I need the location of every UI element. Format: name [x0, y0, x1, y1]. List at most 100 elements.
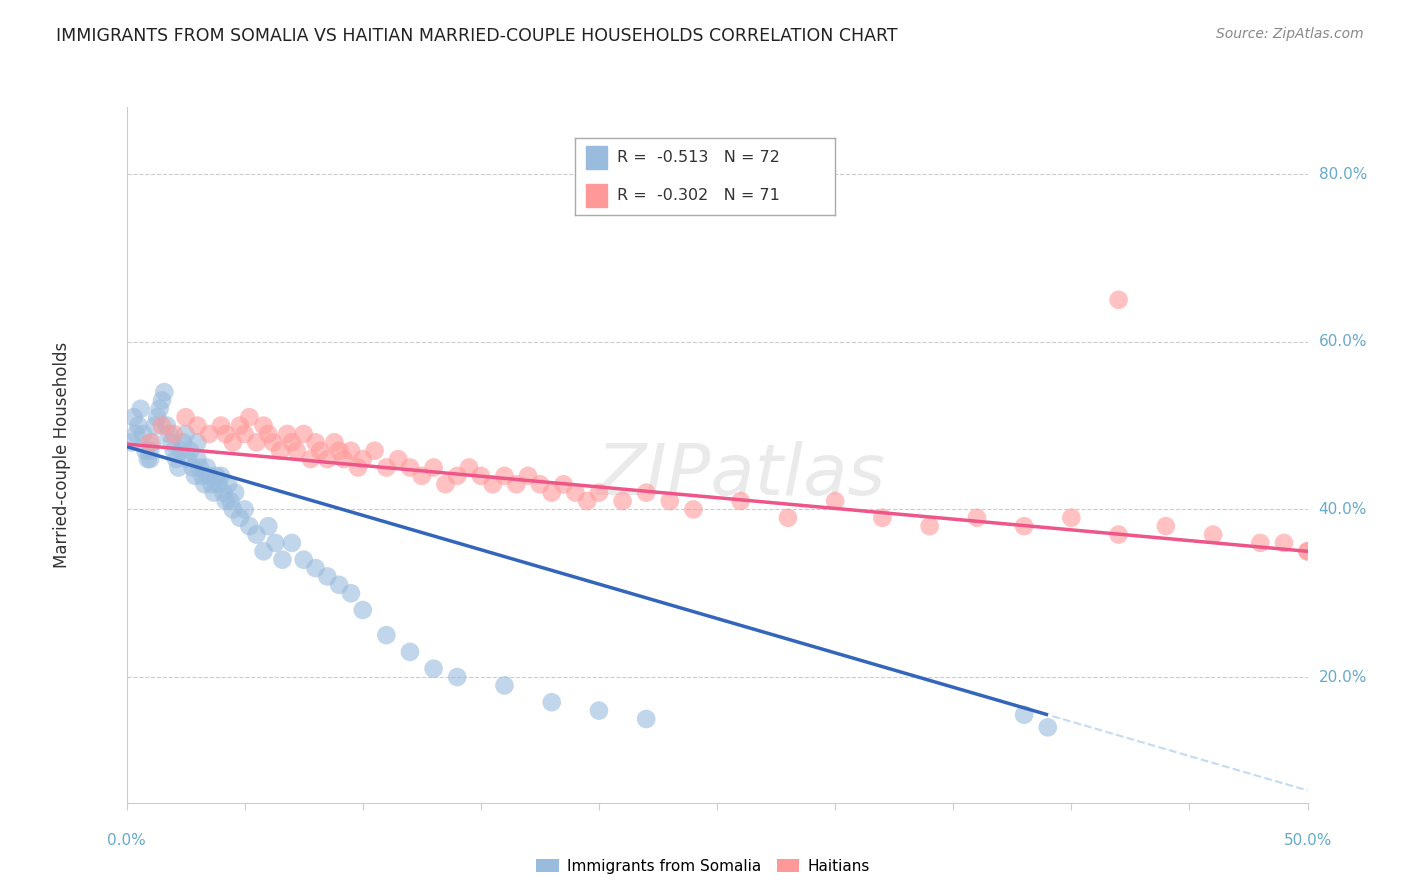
Point	[149, 401, 172, 416]
Text: 20.0%: 20.0%	[1319, 670, 1367, 684]
Point	[540, 695, 562, 709]
Point	[422, 460, 444, 475]
Point	[252, 544, 274, 558]
Point	[122, 410, 145, 425]
Point	[136, 452, 159, 467]
Point	[174, 410, 197, 425]
Text: IMMIGRANTS FROM SOMALIA VS HAITIAN MARRIED-COUPLE HOUSEHOLDS CORRELATION CHART: IMMIGRANTS FROM SOMALIA VS HAITIAN MARRI…	[56, 27, 898, 45]
Text: R =  -0.513   N = 72: R = -0.513 N = 72	[617, 150, 780, 165]
Point	[612, 494, 634, 508]
Point	[184, 468, 207, 483]
Point	[323, 435, 346, 450]
Text: R =  -0.302   N = 71: R = -0.302 N = 71	[617, 188, 780, 203]
Point	[172, 435, 194, 450]
Point	[177, 452, 200, 467]
Point	[375, 460, 398, 475]
Point	[1012, 707, 1035, 722]
Point	[233, 427, 256, 442]
Point	[163, 443, 186, 458]
Point	[209, 418, 232, 433]
Point	[1296, 544, 1319, 558]
Point	[205, 468, 228, 483]
Point	[233, 502, 256, 516]
Point	[299, 452, 322, 467]
Point	[1296, 544, 1319, 558]
Point	[276, 427, 298, 442]
Point	[494, 468, 516, 483]
Point	[682, 502, 704, 516]
Point	[316, 569, 339, 583]
Point	[281, 536, 304, 550]
Point	[333, 452, 356, 467]
Point	[167, 460, 190, 475]
Text: 60.0%: 60.0%	[1319, 334, 1367, 350]
Text: 0.0%: 0.0%	[107, 833, 146, 848]
Point	[139, 452, 162, 467]
Point	[132, 427, 155, 442]
Point	[186, 435, 208, 450]
Point	[529, 477, 551, 491]
Point	[212, 485, 235, 500]
Point	[188, 460, 211, 475]
Point	[141, 435, 163, 450]
Point	[245, 527, 267, 541]
Point	[229, 418, 252, 433]
Text: Married-couple Households: Married-couple Households	[52, 342, 70, 568]
Point	[399, 645, 422, 659]
Point	[271, 552, 294, 566]
Point	[139, 443, 162, 458]
Point	[328, 443, 350, 458]
Point	[375, 628, 398, 642]
Point	[215, 427, 238, 442]
Point	[730, 494, 752, 508]
Point	[470, 468, 492, 483]
Point	[156, 418, 179, 433]
Point	[1202, 527, 1225, 541]
Point	[257, 519, 280, 533]
Point	[285, 443, 308, 458]
Point	[316, 452, 339, 467]
FancyBboxPatch shape	[586, 146, 606, 169]
Point	[129, 401, 152, 416]
Text: 40.0%: 40.0%	[1319, 502, 1367, 516]
Point	[517, 468, 540, 483]
Point	[309, 443, 332, 458]
Point	[352, 452, 374, 467]
Point	[446, 670, 468, 684]
Point	[198, 427, 221, 442]
Point	[245, 435, 267, 450]
Point	[636, 712, 658, 726]
Point	[1012, 519, 1035, 533]
Point	[217, 477, 239, 491]
Point	[127, 418, 149, 433]
Point	[262, 435, 284, 450]
Point	[1036, 720, 1059, 734]
Point	[411, 468, 433, 483]
Point	[208, 477, 231, 491]
Point	[540, 485, 562, 500]
Point	[363, 443, 385, 458]
Point	[209, 468, 232, 483]
Point	[347, 460, 370, 475]
Point	[588, 704, 610, 718]
Point	[165, 452, 187, 467]
Point	[238, 410, 260, 425]
Point	[146, 410, 169, 425]
Point	[352, 603, 374, 617]
Text: ZIPatlas: ZIPatlas	[596, 442, 886, 510]
Point	[328, 578, 350, 592]
Point	[222, 502, 245, 516]
Point	[872, 510, 894, 524]
Legend: Immigrants from Somalia, Haitians: Immigrants from Somalia, Haitians	[530, 853, 876, 880]
Point	[1272, 536, 1295, 550]
Point	[564, 485, 586, 500]
Point	[252, 418, 274, 433]
Point	[304, 561, 326, 575]
Point	[387, 452, 409, 467]
Point	[202, 485, 225, 500]
Point	[658, 494, 681, 508]
Point	[160, 435, 183, 450]
Point	[446, 468, 468, 483]
Point	[576, 494, 599, 508]
Point	[918, 519, 941, 533]
